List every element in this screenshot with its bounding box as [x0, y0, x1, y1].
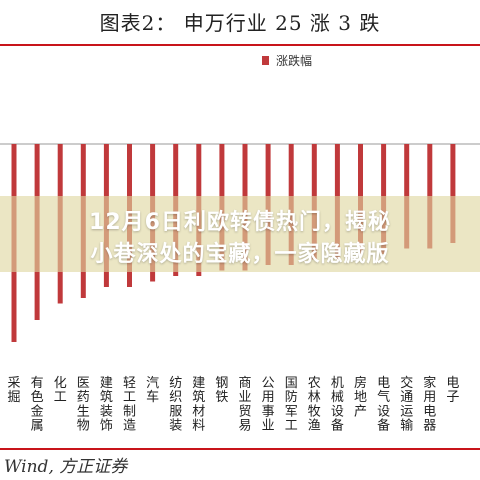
x-tick-label: 农林牧渔	[308, 376, 321, 434]
x-tick-label: 纺织服装	[169, 376, 182, 434]
x-tick-label: 有色金属	[31, 376, 44, 434]
banner-headline-line-1: 12月6日利欧转债热门，揭秘	[89, 210, 391, 235]
figure-title: 图表2： 申万行业 25 涨 3 跌	[99, 11, 381, 35]
x-tick-label: 交通运输	[400, 375, 413, 434]
x-tick-label: 电气设备	[377, 376, 390, 434]
x-tick-label: 医药生物	[77, 376, 90, 434]
x-tick-label: 国防军工	[285, 376, 298, 434]
x-tick-label: 轻工制造	[123, 376, 136, 434]
legend: 涨跌幅	[262, 53, 312, 68]
legend-label: 涨跌幅	[276, 53, 312, 68]
top-rule	[0, 44, 480, 46]
x-tick-label: 商业贸易	[238, 376, 251, 434]
x-tick-label: 建筑材料	[192, 376, 205, 434]
overlay-banner: 12月6日利欧转债热门，揭秘 小巷深处的宝藏，一家隐藏版	[0, 196, 480, 272]
x-tick-label: 家用电器	[423, 375, 436, 434]
x-tick-label: 公用事业	[262, 376, 275, 434]
source-note: Wind, 方正证券	[4, 457, 128, 477]
legend-swatch	[262, 56, 269, 65]
x-tick-label: 房地产	[354, 375, 367, 419]
x-tick-label: 建筑装饰	[100, 376, 113, 434]
x-tick-label: 汽车	[146, 376, 159, 405]
x-tick-label: 钢铁	[215, 376, 228, 405]
banner-headline-line-2: 小巷深处的宝藏，一家隐藏版	[90, 242, 390, 267]
x-tick-label: 采掘	[7, 376, 20, 405]
x-tick-label: 化工	[54, 376, 67, 405]
bar-电子	[450, 144, 456, 243]
x-tick-label: 电子	[446, 376, 459, 405]
bottom-rule	[0, 448, 480, 450]
x-tick-label: 机械设备	[331, 376, 344, 434]
